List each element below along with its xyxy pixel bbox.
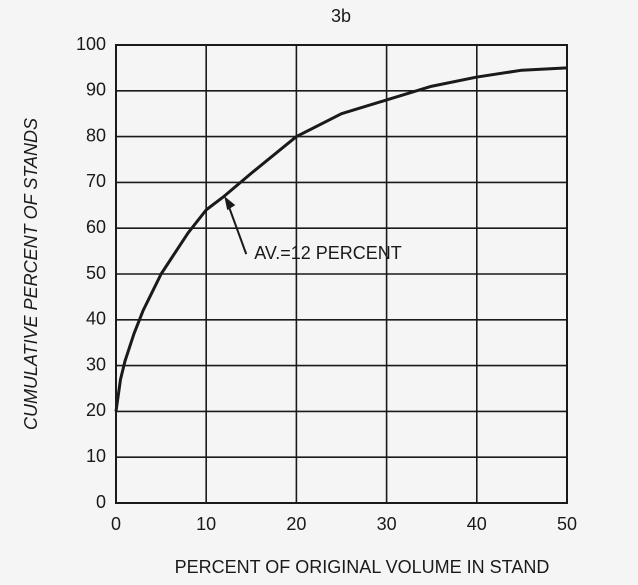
y-tick-label: 20: [86, 400, 106, 420]
x-axis-label: PERCENT OF ORIGINAL VOLUME IN STAND: [175, 557, 550, 577]
y-tick-label: 80: [86, 125, 106, 145]
y-tick-label: 100: [76, 34, 106, 54]
y-tick-label: 50: [86, 263, 106, 283]
x-tick-label: 30: [377, 514, 397, 534]
y-tick-label: 0: [96, 492, 106, 512]
y-tick-label: 30: [86, 354, 106, 374]
x-tick-label: 40: [467, 514, 487, 534]
y-tick-label: 70: [86, 171, 106, 191]
x-tick-label: 0: [111, 514, 121, 534]
plot-frame: [115, 44, 568, 504]
annotation-arrow: [226, 201, 248, 255]
x-tick-label: 50: [557, 514, 577, 534]
y-tick-label: 10: [86, 446, 106, 466]
annotation-arrowhead: [224, 196, 236, 211]
x-tick-label: 20: [286, 514, 306, 534]
y-tick-label: 60: [86, 217, 106, 237]
y-tick-label: 40: [86, 309, 106, 329]
annotation: AV.=12 PERCENT: [254, 243, 402, 263]
line: [114, 66, 568, 412]
y-tick-label: 90: [86, 80, 106, 100]
y-axis-label: CUMULATIVE PERCENT OF STANDS: [21, 118, 41, 430]
chart-title: 3b: [331, 6, 351, 26]
x-tick-label: 10: [196, 514, 216, 534]
